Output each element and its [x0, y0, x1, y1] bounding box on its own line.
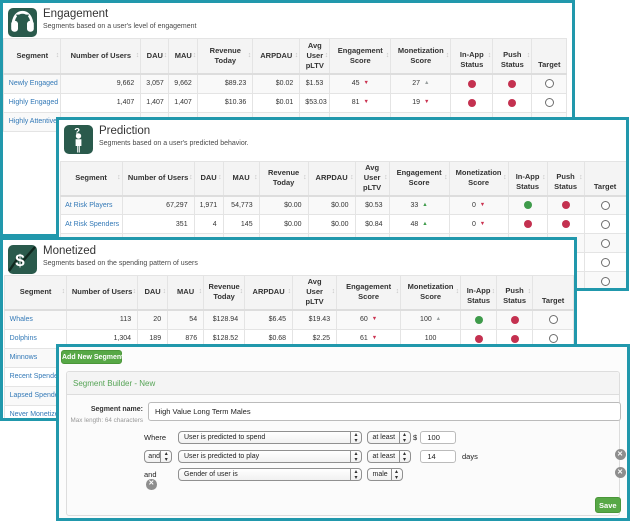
- svg-text:?: ?: [74, 127, 80, 138]
- svg-text:$: $: [15, 251, 25, 270]
